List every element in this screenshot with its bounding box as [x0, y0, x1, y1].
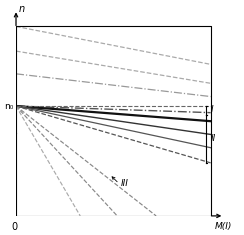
Text: 0: 0 [11, 222, 17, 231]
Text: II: II [211, 134, 216, 143]
Text: M(I): M(I) [215, 222, 232, 231]
Text: n: n [19, 4, 25, 14]
Text: I: I [211, 105, 213, 114]
Text: III: III [121, 179, 129, 188]
Text: n₀: n₀ [4, 102, 13, 110]
